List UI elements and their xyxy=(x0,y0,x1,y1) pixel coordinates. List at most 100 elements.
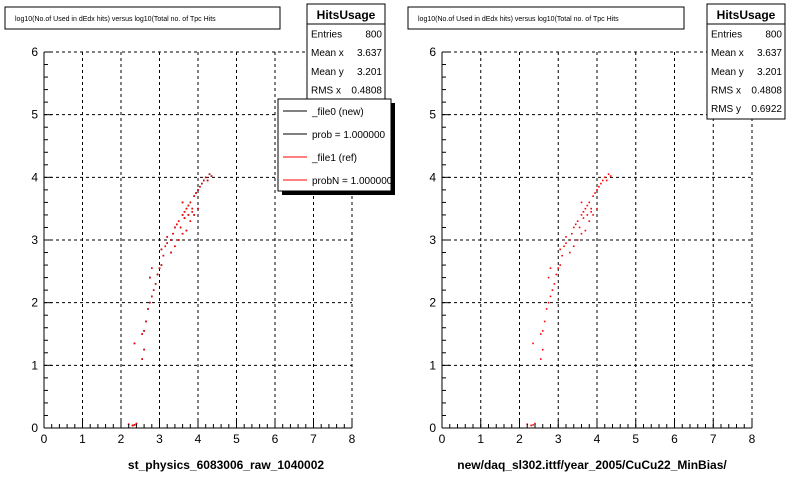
y-tick-label: 3 xyxy=(429,233,436,247)
data-point xyxy=(199,185,201,188)
data-point xyxy=(162,254,165,257)
y-tick-label: 4 xyxy=(31,170,38,184)
data-point xyxy=(572,245,575,248)
x-axis-label: st_physics_6083006_raw_1040002 xyxy=(128,458,324,472)
data-point xyxy=(133,424,136,426)
x-tick-label: 8 xyxy=(349,432,356,446)
data-point xyxy=(151,295,153,298)
data-point xyxy=(563,245,565,248)
data-point xyxy=(131,424,134,427)
data-point xyxy=(145,320,147,323)
x-tick-label: 1 xyxy=(79,432,86,446)
data-point xyxy=(588,201,591,204)
data-point xyxy=(204,176,207,179)
x-tick-label: 0 xyxy=(41,432,48,446)
data-point xyxy=(540,333,542,335)
chart-title: log10(No.of Used in dEdx hits) versus lo… xyxy=(15,16,216,23)
legend-label: prob = 1.000000 xyxy=(312,130,386,141)
x-tick-label: 7 xyxy=(310,432,317,446)
stats-row-value: 3.201 xyxy=(757,67,782,78)
data-point xyxy=(547,276,550,279)
data-point xyxy=(183,211,186,213)
data-point xyxy=(143,330,145,332)
data-point xyxy=(210,175,213,177)
data-point xyxy=(177,220,180,222)
data-point xyxy=(584,229,587,232)
data-point xyxy=(547,301,550,304)
stats-box xyxy=(306,3,386,101)
stats-row-value: 3.637 xyxy=(357,48,382,59)
x-tick-label: 4 xyxy=(195,432,202,446)
data-point xyxy=(143,348,145,351)
stats-row-value: 800 xyxy=(365,30,382,41)
stats-row-label: Entries xyxy=(311,30,342,41)
y-tick-label: 3 xyxy=(31,233,38,247)
data-point xyxy=(559,248,561,251)
data-point xyxy=(202,179,205,182)
legend-label: _file0 (new) xyxy=(311,107,364,118)
stats-title: HitsUsage xyxy=(317,8,376,22)
y-tick-label: 6 xyxy=(429,45,436,59)
data-point xyxy=(166,242,168,244)
data-point xyxy=(596,207,598,210)
data-point xyxy=(571,232,573,235)
data-point xyxy=(580,214,583,216)
legend-box xyxy=(277,98,392,192)
data-point xyxy=(170,239,172,241)
data-point xyxy=(189,201,192,204)
data-point xyxy=(189,220,192,222)
data-point xyxy=(592,214,594,216)
data-point xyxy=(572,226,575,229)
data-point xyxy=(582,211,585,213)
data-point xyxy=(208,173,211,175)
data-point xyxy=(193,195,195,197)
data-point xyxy=(133,342,136,345)
x-tick-label: 7 xyxy=(710,432,717,446)
data-point xyxy=(201,182,203,185)
data-point xyxy=(151,267,153,269)
stats-row-label: RMS x xyxy=(711,85,741,96)
data-point xyxy=(191,211,194,213)
x-tick-label: 4 xyxy=(594,432,601,446)
stats-row-value: 3.637 xyxy=(757,48,782,59)
stats-box xyxy=(706,3,786,120)
data-point xyxy=(557,267,560,269)
data-point xyxy=(156,273,159,276)
x-tick-label: 5 xyxy=(233,432,240,446)
data-point xyxy=(170,251,172,254)
data-point xyxy=(590,207,592,210)
overlays-layer: log10(No.of Used in dEdx hits) versus lo… xyxy=(4,3,786,195)
x-tick-label: 0 xyxy=(439,432,446,446)
data-point xyxy=(532,342,534,345)
data-point xyxy=(555,273,558,276)
data-point xyxy=(540,358,542,360)
data-point xyxy=(549,295,552,298)
data-point xyxy=(543,320,546,323)
legend-label: probN = 1.000000 xyxy=(312,176,393,187)
stats-row-label: Mean x xyxy=(711,48,744,59)
data-point xyxy=(147,308,149,310)
data-point xyxy=(176,223,178,226)
y-tick-label: 5 xyxy=(429,108,436,122)
title-box xyxy=(407,6,685,30)
data-point xyxy=(551,289,554,291)
data-point xyxy=(565,236,567,238)
data-point xyxy=(600,182,602,185)
x-tick-label: 3 xyxy=(156,432,163,446)
axes-layer: 0 1 2 3 4 5 6 7 8 0 1 2 3 4 5 6 st_physics_6083006_raw_1… xyxy=(31,45,755,472)
data-point xyxy=(541,348,544,351)
data-point xyxy=(197,207,199,210)
x-axis-label: new/daq_sl302.ittf/year_2005/CuCu22_MinB… xyxy=(457,458,727,472)
data-point xyxy=(172,232,174,235)
data-point xyxy=(174,226,176,229)
data-point xyxy=(152,289,155,291)
data-point xyxy=(166,236,168,238)
data-point xyxy=(135,422,138,425)
data-point xyxy=(605,179,608,182)
chart-title: log10(No.of Used in dEdx hits) versus lo… xyxy=(418,16,619,23)
data-point xyxy=(141,358,143,360)
stats-row-value: 0.4808 xyxy=(351,85,382,96)
y-tick-label: 0 xyxy=(429,421,436,435)
data-point xyxy=(580,232,583,235)
